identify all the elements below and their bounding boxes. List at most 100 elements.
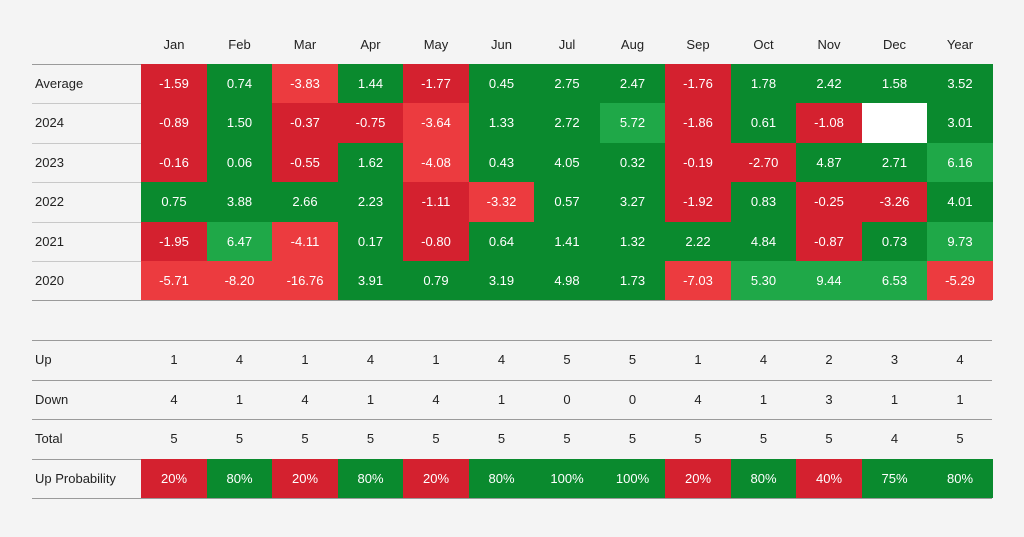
heatmap-cell: -5.71 [141,261,207,300]
summary-cell: 1 [759,392,768,407]
summary-cell: 5 [563,352,571,367]
summary-cell: 3 [890,352,899,367]
summary-row-rule [32,419,992,420]
row-label-down: Down [35,392,69,407]
column-header-aug: Aug [620,37,645,52]
probability-cell: 80% [927,459,993,498]
summary-cell: 4 [432,392,440,407]
heatmap-cell: -0.75 [338,103,403,143]
summary-cell: 4 [497,352,506,367]
summary-row-rule [32,498,992,499]
heatmap-cell: -1.95 [141,222,207,261]
summary-cell: 4 [890,431,899,446]
summary-cell: 4 [170,392,178,407]
summary-cell: 4 [694,392,702,407]
row-divider [32,143,141,144]
summary-row-rule [32,380,992,381]
column-header-jan: Jan [163,37,185,52]
heatmap-cell: -0.55 [272,143,338,182]
summary-cell: 5 [628,431,637,446]
heatmap-cell: -16.76 [272,261,338,300]
summary-cell: 4 [956,352,964,367]
heatmap-cell: 0.45 [469,64,534,103]
summary-cell: 1 [366,392,375,407]
heatmap-cell: 0.06 [207,143,272,182]
column-header-dec: Dec [882,37,907,52]
heatmap-cell: -3.83 [272,64,338,103]
row-label-up: Up [35,352,52,367]
row-label-2022: 2022 [35,194,64,209]
column-header-nov: Nov [817,37,841,52]
summary-cell: 5 [170,431,178,446]
heatmap-cell: -4.11 [272,222,338,261]
heatmap-cell: -0.80 [403,222,469,261]
heatmap-cell: 4.84 [731,222,796,261]
heatmap-cell: 3.88 [207,182,272,222]
probability-cell: 20% [665,459,731,498]
heatmap-cell: 2.22 [665,222,731,261]
heatmap-cell: 3.01 [927,103,993,143]
summary-cell: 0 [628,392,637,407]
heatmap-cell: -0.89 [141,103,207,143]
summary-cell: 0 [563,392,571,407]
heatmap-cell: 0.64 [469,222,534,261]
heatmap-cell: 3.91 [338,261,403,300]
summary-cell: 4 [759,352,768,367]
heatmap-cell: 0.61 [731,103,796,143]
row-divider [32,182,141,183]
column-header-oct: Oct [753,37,774,52]
probability-cell: 20% [141,459,207,498]
heatmap-cell: 5.30 [731,261,796,300]
heatmap-cell: 2.72 [534,103,600,143]
heatmap-cell: -7.03 [665,261,731,300]
heatmap-cell: 1.50 [207,103,272,143]
heatmap-cell: 9.73 [927,222,993,261]
column-header-mar: Mar [293,37,317,52]
heatmap-cell: -1.59 [141,64,207,103]
heatmap-cell: -5.29 [927,261,993,300]
probability-cell: 80% [469,459,534,498]
column-header-may: May [423,37,449,52]
column-header-feb: Feb [228,37,251,52]
summary-cell: 5 [563,431,571,446]
summary-cell: 5 [497,431,506,446]
heatmap-cell: -3.64 [403,103,469,143]
summary-cell: 5 [956,431,964,446]
heatmap-cell: 4.01 [927,182,993,222]
heatmap-bottom-rule [32,300,992,301]
heatmap-cell: -1.92 [665,182,731,222]
probability-cell: 20% [272,459,338,498]
heatmap-cell: 0.57 [534,182,600,222]
probability-cell: 40% [796,459,862,498]
heatmap-cell: 1.58 [862,64,927,103]
heatmap-cell: 3.52 [927,64,993,103]
row-label-2021: 2021 [35,234,64,249]
summary-cell: 5 [628,352,637,367]
row-divider [32,261,141,262]
column-header-jun: Jun [491,37,512,52]
summary-cell: 5 [235,431,244,446]
heatmap-cell: 1.32 [600,222,665,261]
heatmap-cell: -0.37 [272,103,338,143]
summary-cell: 1 [497,392,506,407]
probability-cell: 20% [403,459,469,498]
heatmap-cell: 2.23 [338,182,403,222]
row-label-up-probability: Up Probability [35,471,116,486]
row-label-2024: 2024 [35,115,64,130]
row-label-average: Average [35,76,84,91]
heatmap-cell: -1.86 [665,103,731,143]
heatmap-cell: 1.78 [731,64,796,103]
probability-cell: 100% [600,459,665,498]
column-header-sep: Sep [686,37,710,52]
summary-cell: 1 [694,352,702,367]
summary-cell: 3 [825,392,833,407]
column-header-year: Year [946,37,974,52]
summary-cell: 1 [956,392,964,407]
heatmap-cell: -0.87 [796,222,862,261]
heatmap-cell: 0.43 [469,143,534,182]
summary-cell: 5 [432,431,440,446]
summary-cell: 1 [432,352,440,367]
heatmap-cell: 0.75 [141,182,207,222]
heatmap-cell: 0.32 [600,143,665,182]
heatmap-cell: 6.47 [207,222,272,261]
